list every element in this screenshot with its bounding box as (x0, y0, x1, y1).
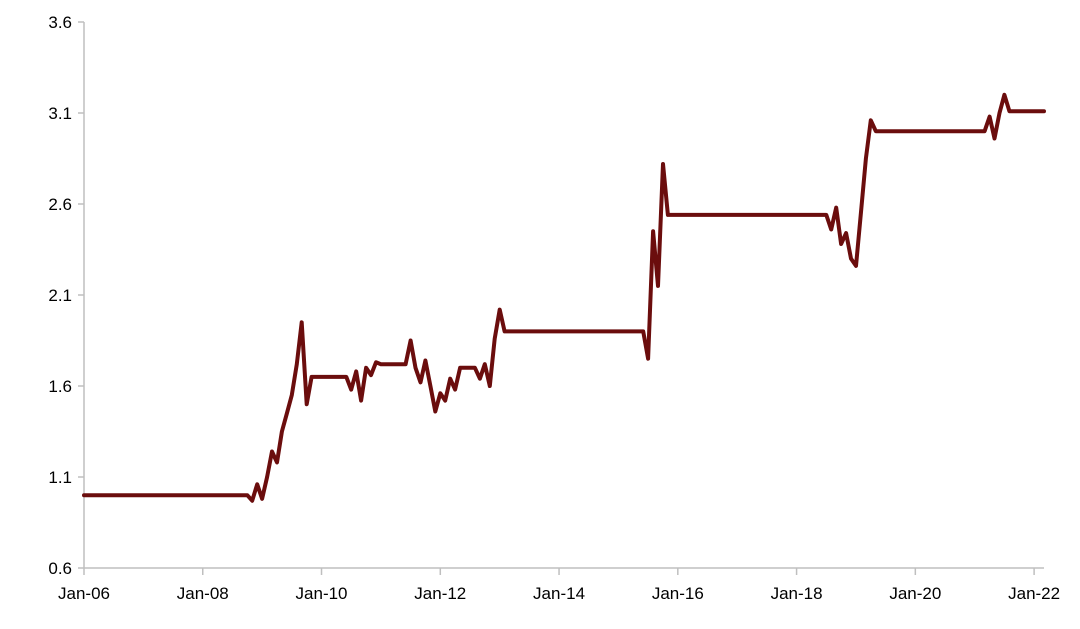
y-tick-label: 3.1 (48, 104, 72, 123)
y-tick-label: 2.6 (48, 195, 72, 214)
x-tick-label: Jan-10 (296, 584, 348, 603)
x-tick-label: Jan-14 (533, 584, 585, 603)
y-tick-label: 0.6 (48, 559, 72, 578)
y-tick-label: 2.1 (48, 286, 72, 305)
x-tick-label: Jan-16 (652, 584, 704, 603)
chart-axes (83, 22, 1044, 569)
y-tick-label: 1.1 (48, 468, 72, 487)
x-tick-label: Jan-18 (771, 584, 823, 603)
y-tick-label: 1.6 (48, 377, 72, 396)
x-tick-label: Jan-22 (1008, 584, 1060, 603)
x-tick-label: Jan-20 (889, 584, 941, 603)
y-tick-label: 3.6 (48, 13, 72, 32)
x-tick-label: Jan-08 (177, 584, 229, 603)
series-line-0 (82, 92, 1046, 503)
x-tick-label: Jan-12 (414, 584, 466, 603)
x-axis-ticks: Jan-06 Jan-08 Jan-10 Jan-12 Jan-14 Jan-16 Jan-… (58, 568, 1060, 603)
series-layer (82, 92, 1046, 503)
x-tick-label: Jan-06 (58, 584, 110, 603)
y-axis-ticks: 0.6 1.1 1.6 2.1 2.6 3.1 3.6 (48, 13, 84, 578)
